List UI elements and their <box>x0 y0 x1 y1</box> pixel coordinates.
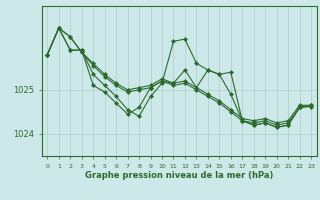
X-axis label: Graphe pression niveau de la mer (hPa): Graphe pression niveau de la mer (hPa) <box>85 171 273 180</box>
